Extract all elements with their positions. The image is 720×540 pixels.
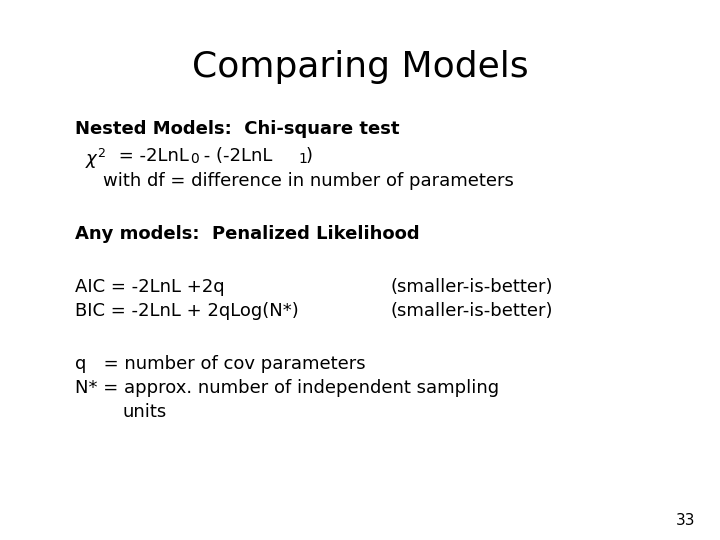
Text: 33: 33 <box>675 513 695 528</box>
Text: Any models:  Penalized Likelihood: Any models: Penalized Likelihood <box>75 225 420 243</box>
Text: AIC = -2LnL +2q: AIC = -2LnL +2q <box>75 278 225 296</box>
Text: with df = difference in number of parameters: with df = difference in number of parame… <box>103 172 514 190</box>
Text: q   = number of cov parameters: q = number of cov parameters <box>75 355 366 373</box>
Text: N* = approx. number of independent sampling: N* = approx. number of independent sampl… <box>75 379 499 397</box>
Text: ): ) <box>306 147 313 165</box>
Text: (smaller-is-better): (smaller-is-better) <box>390 302 552 320</box>
Text: - (-2LnL: - (-2LnL <box>198 147 272 165</box>
Text: Nested Models:  Chi-square test: Nested Models: Chi-square test <box>75 120 400 138</box>
Text: units: units <box>123 403 167 421</box>
Text: (smaller-is-better): (smaller-is-better) <box>390 278 552 296</box>
Text: $\chi^2$: $\chi^2$ <box>85 147 106 171</box>
Text: 0: 0 <box>190 152 199 166</box>
Text: Comparing Models: Comparing Models <box>192 50 528 84</box>
Text: = -2LnL: = -2LnL <box>113 147 189 165</box>
Text: 1: 1 <box>298 152 307 166</box>
Text: BIC = -2LnL + 2qLog(N*): BIC = -2LnL + 2qLog(N*) <box>75 302 299 320</box>
